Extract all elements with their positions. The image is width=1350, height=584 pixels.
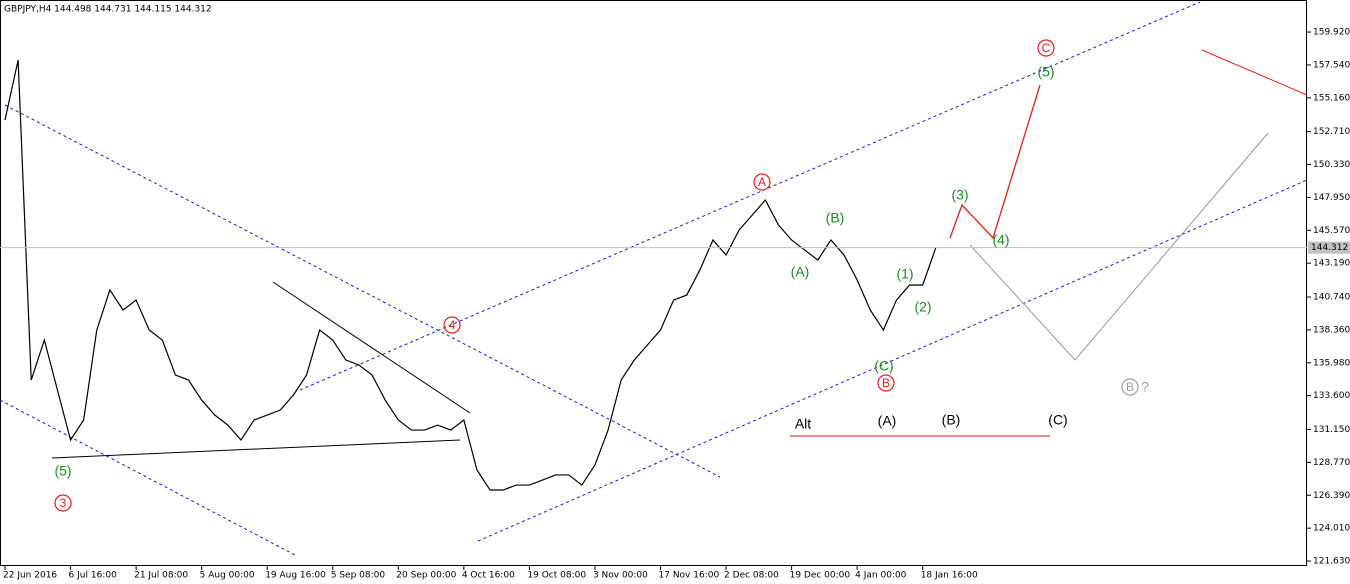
wave-label: (A) <box>878 413 897 429</box>
x-tick-label: 3 Nov 00:00 <box>593 571 648 581</box>
current-price-label: 144.312 <box>1311 243 1348 253</box>
wave-circle <box>54 494 72 512</box>
y-tick-label: 124.010 <box>1313 524 1350 534</box>
wave-label: (2) <box>914 299 931 315</box>
y-tick-label: 159.920 <box>1313 28 1350 38</box>
wave-label: 3 <box>60 496 67 510</box>
x-tick-label: 6 Jul 16:00 <box>69 571 118 581</box>
x-tick-label: 19 Dec 00:00 <box>790 571 851 581</box>
y-tick-label: 152.710 <box>1313 127 1350 137</box>
wave-label: B <box>1126 380 1134 394</box>
wave-circle <box>1121 378 1139 396</box>
x-tick-label: 19 Oct 08:00 <box>527 571 586 581</box>
wave-label: (C) <box>1048 412 1067 428</box>
y-tick-label: 131.150 <box>1313 425 1350 435</box>
x-tick-label: 22 Jun 2016 <box>3 571 57 581</box>
wave-label: Alt <box>795 416 811 432</box>
y-tick-label: 138.360 <box>1313 325 1350 335</box>
wave-label: (5) <box>54 463 71 479</box>
chart-title: GBPJPY,H4 144.498 144.731 144.115 144.31… <box>4 5 212 15</box>
trend-line <box>51 439 461 459</box>
channel-line <box>4 104 721 478</box>
y-tick-label: 135.980 <box>1313 358 1350 368</box>
y-tick-label: 157.540 <box>1313 60 1350 70</box>
wave-label: ? <box>1141 379 1149 395</box>
wave-label: C <box>1042 41 1051 55</box>
x-tick-label: 20 Sep 00:00 <box>396 571 456 581</box>
wave-label: (3) <box>951 187 968 203</box>
wave-label: (C) <box>874 358 893 374</box>
y-tick-label: 126.390 <box>1313 491 1350 501</box>
x-tick-label: 5 Sep 08:00 <box>331 571 386 581</box>
x-tick-label: 4 Jan 00:00 <box>855 571 907 581</box>
wave-label: (1) <box>896 266 913 282</box>
channel-line <box>0 399 296 556</box>
wave-label: (B) <box>826 210 845 226</box>
y-tick-label: 147.950 <box>1313 193 1350 203</box>
wave-label: 4 <box>449 318 456 332</box>
price-line <box>4 59 937 491</box>
wave-circle <box>753 173 771 191</box>
y-tick-label: 128.770 <box>1313 458 1350 468</box>
current-price-box <box>1308 241 1350 254</box>
wave-label: (5) <box>1037 64 1054 80</box>
y-tick-label: 150.330 <box>1313 160 1350 170</box>
wave-circle <box>877 374 895 392</box>
x-tick-label: 5 Aug 00:00 <box>200 571 255 581</box>
x-tick-label: 17 Nov 16:00 <box>659 571 720 581</box>
wave-circle <box>1037 39 1055 57</box>
trend-line <box>272 281 471 414</box>
x-tick-label: 21 Jul 08:00 <box>134 571 188 581</box>
wave-label: (B) <box>942 412 961 428</box>
x-tick-label: 19 Aug 16:00 <box>265 571 326 581</box>
alt-wave-path <box>969 132 1269 361</box>
plot-frame <box>0 0 1307 566</box>
wave-circle <box>443 316 461 334</box>
y-tick-label: 140.740 <box>1313 293 1350 303</box>
y-tick-label: 133.600 <box>1313 391 1350 401</box>
x-tick-label: 18 Jan 16:00 <box>921 571 978 581</box>
wave-path <box>1201 49 1308 96</box>
y-tick-label: 121.630 <box>1313 557 1350 567</box>
wave-label: (4) <box>992 232 1009 248</box>
wave-label: A <box>758 175 766 189</box>
channel-line <box>477 179 1308 542</box>
x-tick-label: 2 Dec 08:00 <box>724 571 779 581</box>
channels <box>0 1 1308 556</box>
x-tick-label: 4 Oct 16:00 <box>462 571 515 581</box>
wave-path <box>949 84 1041 240</box>
channel-line <box>299 1 1201 391</box>
wave-label: B <box>882 376 890 390</box>
wave-label: (A) <box>791 264 810 280</box>
y-tick-label: 143.190 <box>1313 259 1350 269</box>
y-tick-label: 155.160 <box>1313 93 1350 103</box>
y-tick-label: 145.570 <box>1313 226 1350 236</box>
